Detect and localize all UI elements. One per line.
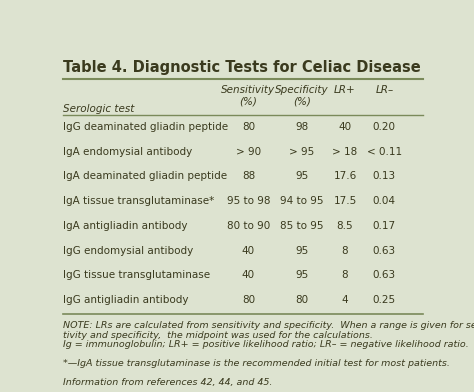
Text: 95: 95 bbox=[295, 171, 308, 181]
Text: 40: 40 bbox=[338, 122, 352, 132]
Text: 95 to 98: 95 to 98 bbox=[227, 196, 270, 206]
Text: 98: 98 bbox=[295, 122, 308, 132]
Text: 94 to 95: 94 to 95 bbox=[280, 196, 323, 206]
Text: Table 4. Diagnostic Tests for Celiac Disease: Table 4. Diagnostic Tests for Celiac Dis… bbox=[63, 60, 420, 75]
Text: < 0.11: < 0.11 bbox=[367, 147, 402, 157]
Text: > 18: > 18 bbox=[332, 147, 358, 157]
Text: IgA endomysial antibody: IgA endomysial antibody bbox=[63, 147, 192, 157]
Text: 40: 40 bbox=[242, 246, 255, 256]
Text: 17.6: 17.6 bbox=[333, 171, 356, 181]
Text: 80: 80 bbox=[295, 295, 308, 305]
Text: LR+: LR+ bbox=[334, 85, 356, 95]
Text: Sensitivity
(%): Sensitivity (%) bbox=[221, 85, 275, 106]
Text: 0.63: 0.63 bbox=[373, 270, 396, 280]
Text: 40: 40 bbox=[242, 270, 255, 280]
Text: IgG endomysial antibody: IgG endomysial antibody bbox=[63, 246, 193, 256]
Text: IgA deaminated gliadin peptide: IgA deaminated gliadin peptide bbox=[63, 171, 227, 181]
Text: 17.5: 17.5 bbox=[333, 196, 356, 206]
Text: IgA antigliadin antibody: IgA antigliadin antibody bbox=[63, 221, 187, 231]
Text: *—IgA tissue transglutaminase is the recommended initial test for most patients.: *—IgA tissue transglutaminase is the rec… bbox=[63, 359, 450, 368]
Text: 80 to 90: 80 to 90 bbox=[227, 221, 270, 231]
Text: 0.13: 0.13 bbox=[373, 171, 396, 181]
Text: LR–: LR– bbox=[375, 85, 393, 95]
Text: 95: 95 bbox=[295, 246, 308, 256]
Text: 0.63: 0.63 bbox=[373, 246, 396, 256]
Text: 8.5: 8.5 bbox=[337, 221, 353, 231]
Text: 0.17: 0.17 bbox=[373, 221, 396, 231]
Text: IgG antigliadin antibody: IgG antigliadin antibody bbox=[63, 295, 189, 305]
Text: NOTE: LRs are calculated from sensitivity and specificity.  When a range is give: NOTE: LRs are calculated from sensitivit… bbox=[63, 321, 474, 340]
Text: 8: 8 bbox=[342, 246, 348, 256]
Text: > 95: > 95 bbox=[289, 147, 314, 157]
Text: > 90: > 90 bbox=[236, 147, 261, 157]
Text: Specificity
(%): Specificity (%) bbox=[275, 85, 328, 106]
Text: IgG tissue transglutaminase: IgG tissue transglutaminase bbox=[63, 270, 210, 280]
Text: Ig = immunoglobulin; LR+ = positive likelihood ratio; LR– = negative likelihood : Ig = immunoglobulin; LR+ = positive like… bbox=[63, 339, 469, 348]
Text: IgG deaminated gliadin peptide: IgG deaminated gliadin peptide bbox=[63, 122, 228, 132]
Text: 88: 88 bbox=[242, 171, 255, 181]
Text: 0.25: 0.25 bbox=[373, 295, 396, 305]
Text: IgA tissue transglutaminase*: IgA tissue transglutaminase* bbox=[63, 196, 214, 206]
Text: 80: 80 bbox=[242, 122, 255, 132]
Text: 8: 8 bbox=[342, 270, 348, 280]
Text: 95: 95 bbox=[295, 270, 308, 280]
Text: 85 to 95: 85 to 95 bbox=[280, 221, 323, 231]
Text: Serologic test: Serologic test bbox=[63, 104, 134, 114]
Text: 0.20: 0.20 bbox=[373, 122, 396, 132]
Text: 80: 80 bbox=[242, 295, 255, 305]
Text: 4: 4 bbox=[342, 295, 348, 305]
Text: Information from references 42, 44, and 45.: Information from references 42, 44, and … bbox=[63, 377, 272, 387]
Text: 0.04: 0.04 bbox=[373, 196, 396, 206]
